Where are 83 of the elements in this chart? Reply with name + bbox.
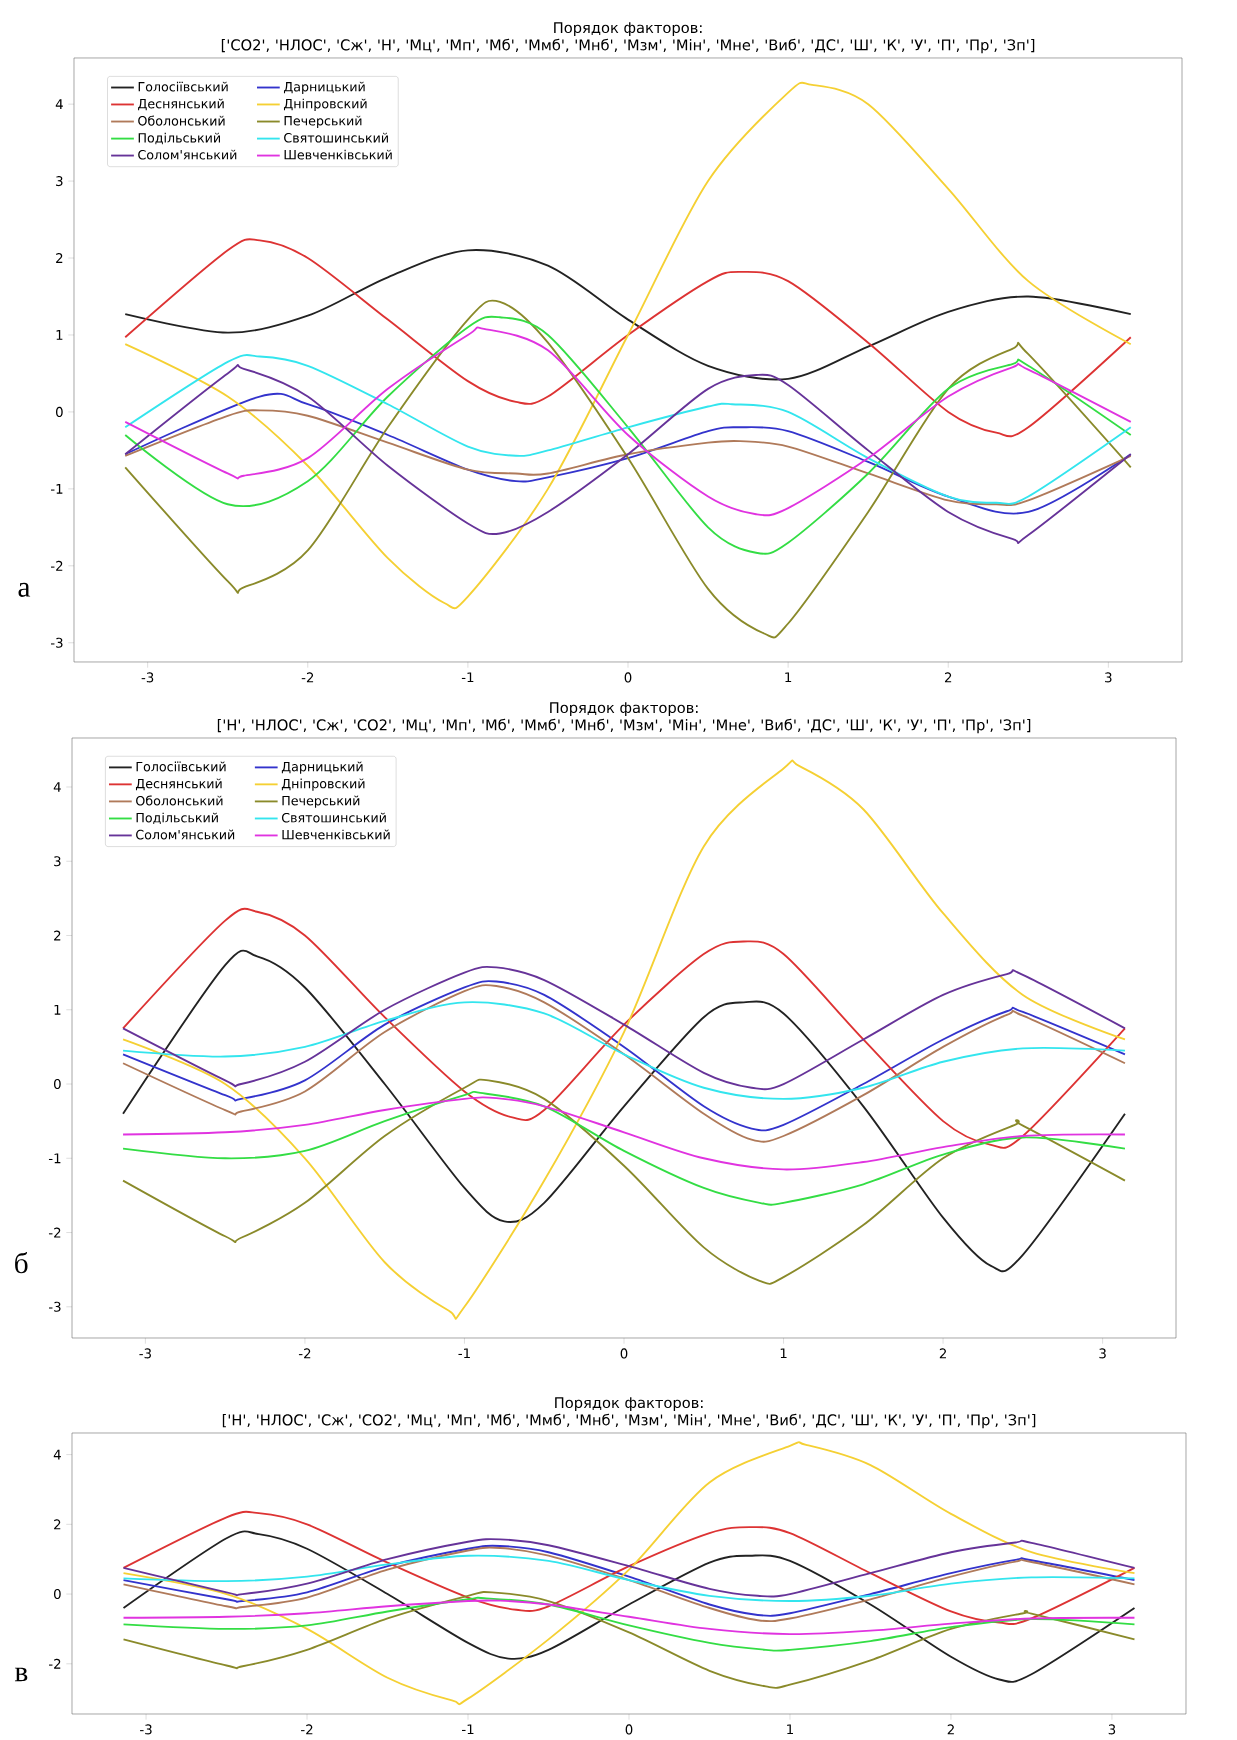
y-tick-label: -1 <box>50 484 63 494</box>
y-tick-label: 1 <box>56 330 63 340</box>
y-tick-label: 0 <box>53 1589 61 1600</box>
x-tick-label: -1 <box>462 1724 474 1735</box>
x-tick-label: 2 <box>944 672 952 683</box>
legend-label: Подільський <box>136 812 218 825</box>
legend-label: Оболонський <box>136 795 223 806</box>
legend-label: Дарницький <box>281 761 363 774</box>
legend-label: Дарницький <box>283 81 365 94</box>
y-tick-label: -1 <box>48 1153 61 1164</box>
x-tick-label: -3 <box>139 1348 151 1359</box>
legend-label: Голосіївський <box>136 761 226 772</box>
y-tick-label: -3 <box>50 637 63 648</box>
legend-label: Святошинський <box>281 812 386 823</box>
x-tick-label: -1 <box>458 1348 470 1359</box>
line-series <box>124 409 1132 507</box>
x-tick-label: -3 <box>140 1724 152 1735</box>
line-series <box>122 1096 1126 1171</box>
x-tick-label: 1 <box>785 672 792 683</box>
chart-title: Порядок факторов: <box>555 1397 703 1411</box>
chart-title: Порядок факторов: <box>554 22 702 36</box>
x-tick-label: 0 <box>625 1724 633 1735</box>
x-tick-label: 0 <box>624 672 632 683</box>
x-tick-label: 3 <box>1108 1724 1116 1735</box>
x-tick-label: -1 <box>461 672 474 683</box>
y-tick-label: 4 <box>55 99 63 110</box>
line-series <box>122 1591 1136 1689</box>
legend-label: Святошинський <box>284 132 388 143</box>
legend-label: Дніпровский <box>283 98 367 111</box>
text: в <box>14 1667 28 1682</box>
line-series <box>124 315 1132 555</box>
legend-label: Печерський <box>284 115 362 128</box>
line-series <box>122 1538 1136 1598</box>
chart-subtitle: ['Н', 'НЛОС', 'Сж', 'СО2', 'Мц', 'Мп', 'Мб', 'Ммб', 'Мнб', 'Мзм', 'Мін', 'Мне', 'Виб', 'ДС', 'Ш', 'К', 'У', 'П', 'Пр', 'Зп'] <box>217 718 1031 734</box>
legend-label: Шевченківський <box>282 829 390 840</box>
text: а <box>18 582 31 597</box>
text: б <box>15 1251 28 1274</box>
y-tick-label: 0 <box>55 406 63 417</box>
y-tick-label: 3 <box>56 176 63 187</box>
line-series <box>124 249 1132 381</box>
x-tick-label: -2 <box>301 1724 313 1735</box>
x-tick-label: -3 <box>141 672 154 683</box>
x-tick-label: 3 <box>1099 1348 1106 1359</box>
y-tick-label: 4 <box>53 782 61 792</box>
line-series <box>122 966 1126 1090</box>
line-series <box>122 1001 1126 1100</box>
legend-label: Голосіївський <box>138 81 228 92</box>
chart-subtitle: ['СО2', 'НЛОС', 'Сж', 'Н', 'Мц', 'Мп', 'Мб', 'Ммб', 'Мнб', 'Мзм', 'Мін', 'Мне', 'Виб', 'ДС', 'Ш', 'К', 'У', 'П', 'Пр', 'Зп'] <box>221 38 1035 54</box>
chart-title: Порядок факторов: <box>550 702 698 716</box>
legend-label: Шевченківський <box>284 149 392 160</box>
y-tick-label: 1 <box>54 1004 61 1015</box>
line-series <box>122 1554 1136 1602</box>
legend-label: Печерський <box>282 795 360 808</box>
y-tick-label: 3 <box>54 856 61 867</box>
y-tick-label: -2 <box>48 1227 61 1238</box>
x-tick-label: 3 <box>1105 672 1112 683</box>
x-tick-label: -2 <box>301 672 314 683</box>
legend-label: Дніпровский <box>281 778 365 791</box>
line-series <box>122 1597 1136 1652</box>
y-tick-label: 2 <box>54 930 61 941</box>
chart-subtitle: ['Н', 'НЛОС', 'Сж', 'СО2', 'Мц', 'Мп', 'Мб', 'Ммб', 'Мнб', 'Мзм', 'Мін', 'Мне', 'Виб', 'ДС', 'Ш', 'К', 'У', 'П', 'Пр', 'Зп'] <box>222 1413 1036 1429</box>
y-tick-label: 2 <box>54 1519 61 1530</box>
line-series <box>124 326 1132 517</box>
legend-label: Солом'янський <box>136 829 235 840</box>
legend-label: Подільський <box>138 132 220 145</box>
legend-label: Деснянський <box>138 98 224 111</box>
x-tick-label: 1 <box>787 1724 793 1735</box>
x-tick-label: -2 <box>298 1348 311 1359</box>
x-tick-label: 2 <box>939 1348 946 1359</box>
line-series <box>124 354 1132 505</box>
legend-label: Солом'янський <box>138 149 237 160</box>
legend-label: Оболонський <box>138 115 225 126</box>
x-tick-label: 1 <box>780 1348 787 1359</box>
y-tick-label: 4 <box>53 1449 61 1460</box>
line-series <box>122 1599 1136 1636</box>
legend-label: Деснянський <box>135 778 222 791</box>
y-tick-label: 0 <box>53 1078 61 1090</box>
y-tick-label: -2 <box>48 1658 61 1669</box>
y-tick-label: 2 <box>56 253 63 263</box>
x-tick-label: 0 <box>620 1348 628 1359</box>
y-tick-label: -3 <box>48 1301 61 1312</box>
y-tick-label: -2 <box>50 560 63 571</box>
x-tick-label: 2 <box>947 1724 954 1735</box>
